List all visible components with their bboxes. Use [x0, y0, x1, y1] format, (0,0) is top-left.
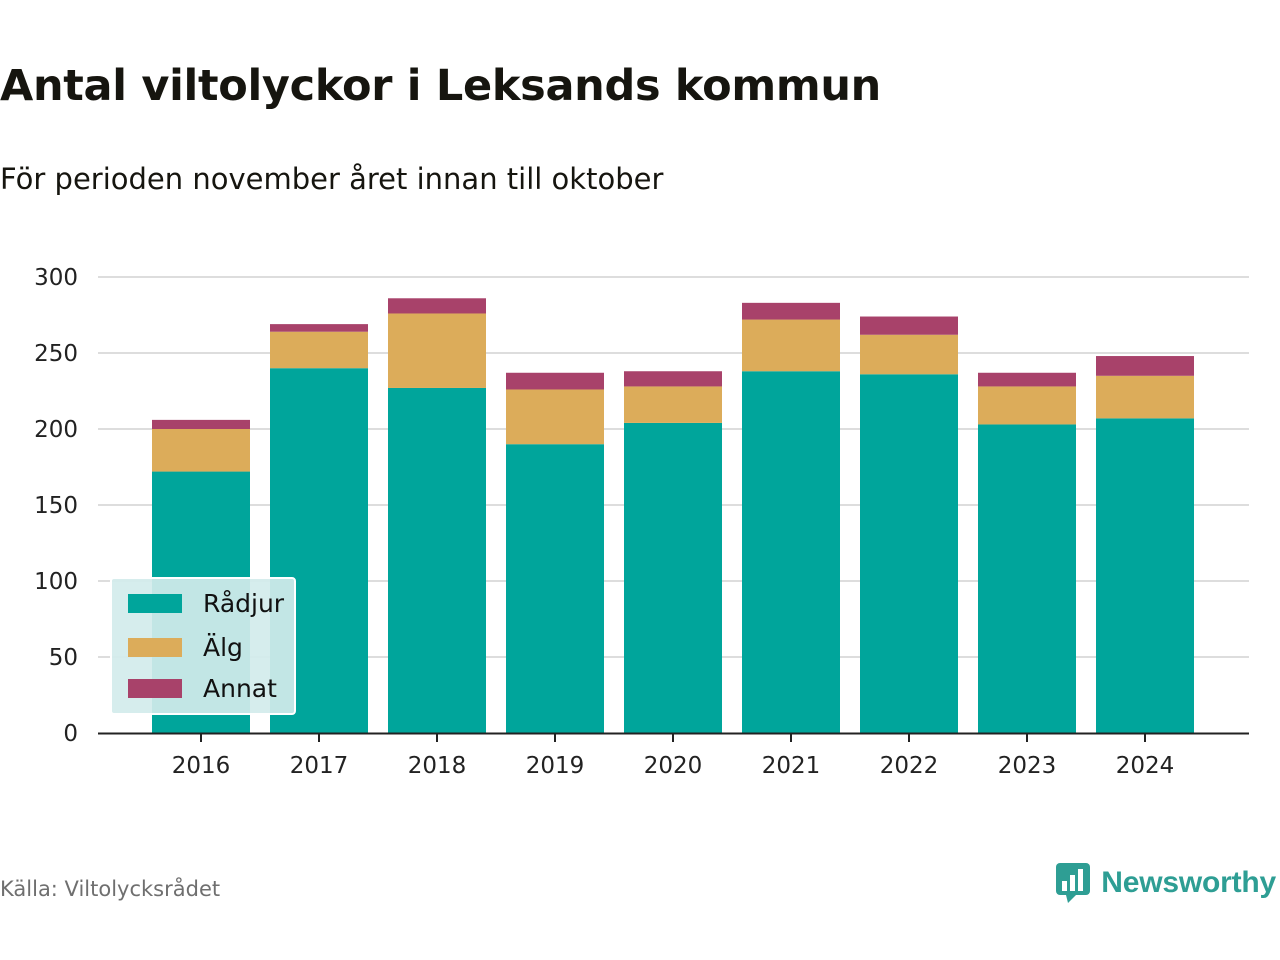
y-tick-label: 200 — [34, 417, 78, 443]
bar-2021-Annat — [742, 302, 840, 320]
x-tick-label: 2022 — [880, 753, 939, 779]
y-tick-label: 150 — [34, 493, 78, 519]
bar-2018-Älg — [388, 313, 486, 388]
bar-2018-Rådjur — [388, 387, 486, 733]
x-tick-label: 2017 — [290, 753, 349, 779]
x-tick-label: 2019 — [526, 753, 585, 779]
y-tick-label: 50 — [49, 645, 78, 671]
legend-label: Rådjur — [203, 589, 285, 618]
bar-2018-Annat — [388, 298, 486, 314]
y-tick-label: 250 — [34, 341, 78, 367]
bar-2019-Älg — [506, 389, 604, 445]
bar-2023-Rådjur — [978, 424, 1076, 733]
y-tick-label: 100 — [34, 569, 78, 595]
bar-2021-Rådjur — [742, 371, 840, 733]
legend-swatch — [128, 679, 182, 698]
x-axis-ticks: 2016 2017 2018 2019 2020 2021 2022 2023 2024 — [172, 734, 1175, 779]
legend-label: Älg — [203, 633, 243, 662]
bar-2023-Älg — [978, 386, 1076, 425]
x-tick-label: 2020 — [644, 753, 703, 779]
x-tick-label: 2024 — [1116, 753, 1175, 779]
legend-swatch — [128, 594, 182, 613]
y-tick-label: 0 — [63, 721, 78, 747]
bar-2020-Annat — [624, 371, 722, 387]
bar-2024-Rådjur — [1096, 418, 1194, 733]
bar-2022-Annat — [860, 316, 958, 335]
bar-2022-Älg — [860, 334, 958, 375]
legend: Rådjur Älg Annat — [110, 577, 296, 715]
x-tick-label: 2018 — [408, 753, 467, 779]
bar-2019-Rådjur — [506, 444, 604, 733]
legend-swatch — [128, 638, 182, 657]
x-tick-label: 2016 — [172, 753, 231, 779]
brand-name: Newsworthy — [1101, 866, 1276, 899]
bar-2024-Älg — [1096, 375, 1194, 419]
source-note: Källa: Viltolycksrådet — [0, 877, 221, 901]
bar-chart-speech-bubble-icon — [1056, 863, 1091, 903]
bar-2016-Älg — [152, 429, 250, 472]
chart-title: Antal viltolyckor i Leksands kommun — [0, 61, 881, 111]
bar-2020-Rådjur — [624, 422, 722, 733]
bar-2016-Annat — [152, 419, 250, 429]
chart-subtitle: För perioden november året innan till ok… — [0, 162, 664, 196]
legend-label: Annat — [203, 674, 277, 703]
bar-2017-Älg — [270, 331, 368, 369]
bar-2017-Annat — [270, 324, 368, 332]
newsworthy-logo: Newsworthy — [1055, 862, 1276, 904]
x-tick-label: 2021 — [762, 753, 821, 779]
bar-2020-Älg — [624, 386, 722, 423]
bar-2021-Älg — [742, 319, 840, 372]
x-tick-label: 2023 — [998, 753, 1057, 779]
bars — [152, 298, 1194, 733]
bar-2024-Annat — [1096, 356, 1194, 376]
bar-2019-Annat — [506, 372, 604, 390]
bar-2022-Rådjur — [860, 374, 958, 733]
y-axis-ticks: 0 50 100 150 200 250 300 — [34, 265, 78, 747]
y-tick-label: 300 — [34, 265, 78, 291]
bar-2023-Annat — [978, 372, 1076, 387]
